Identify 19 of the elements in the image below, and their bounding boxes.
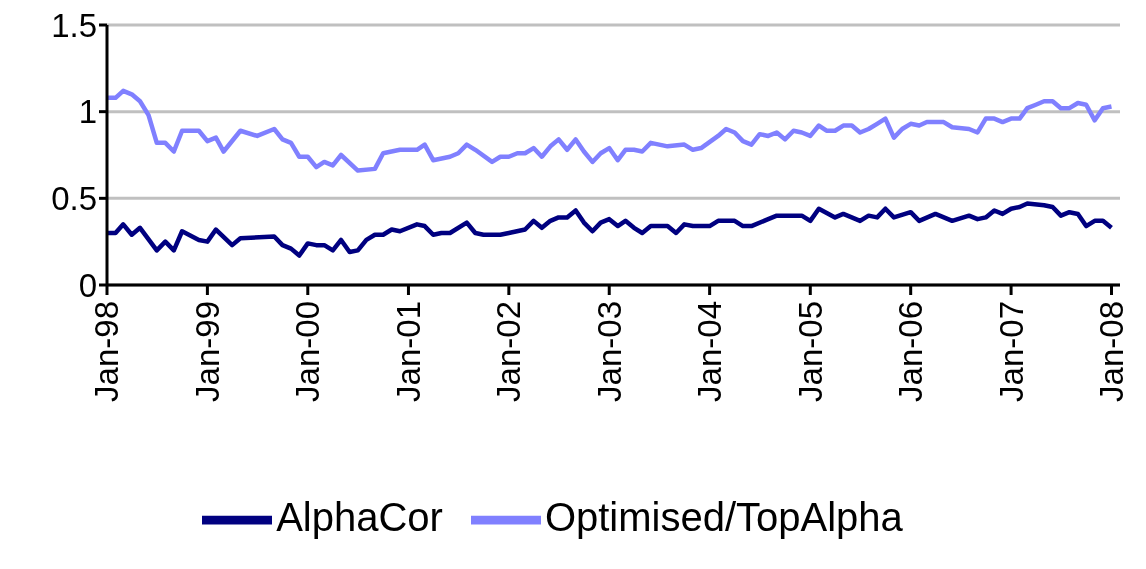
y-tick-label: 1.5 [51,6,97,44]
x-tick-label: Jan-01 [389,301,427,402]
x-tick-label: Jan-05 [791,301,829,402]
x-tick-label: Jan-99 [188,301,226,402]
y-tick-label: 1 [78,93,97,131]
x-tick-label: Jan-02 [490,301,528,402]
legend-label: Optimised/TopAlpha [544,494,903,539]
x-tick-label: Jan-00 [289,301,327,402]
line-series [107,201,1114,258]
x-tick-label: Jan-98 [88,301,126,402]
y-tick-label: 0 [78,266,97,304]
x-tick-label: Jan-03 [590,301,628,402]
x-tick-label: Jan-06 [892,301,930,402]
x-tick-label: Jan-08 [1092,301,1130,402]
line-series [107,88,1114,173]
y-tick-label: 0.5 [51,180,97,218]
x-tick-label: Jan-04 [691,301,729,402]
legend-label: AlphaCor [276,494,443,539]
x-tick-label: Jan-07 [992,301,1030,402]
